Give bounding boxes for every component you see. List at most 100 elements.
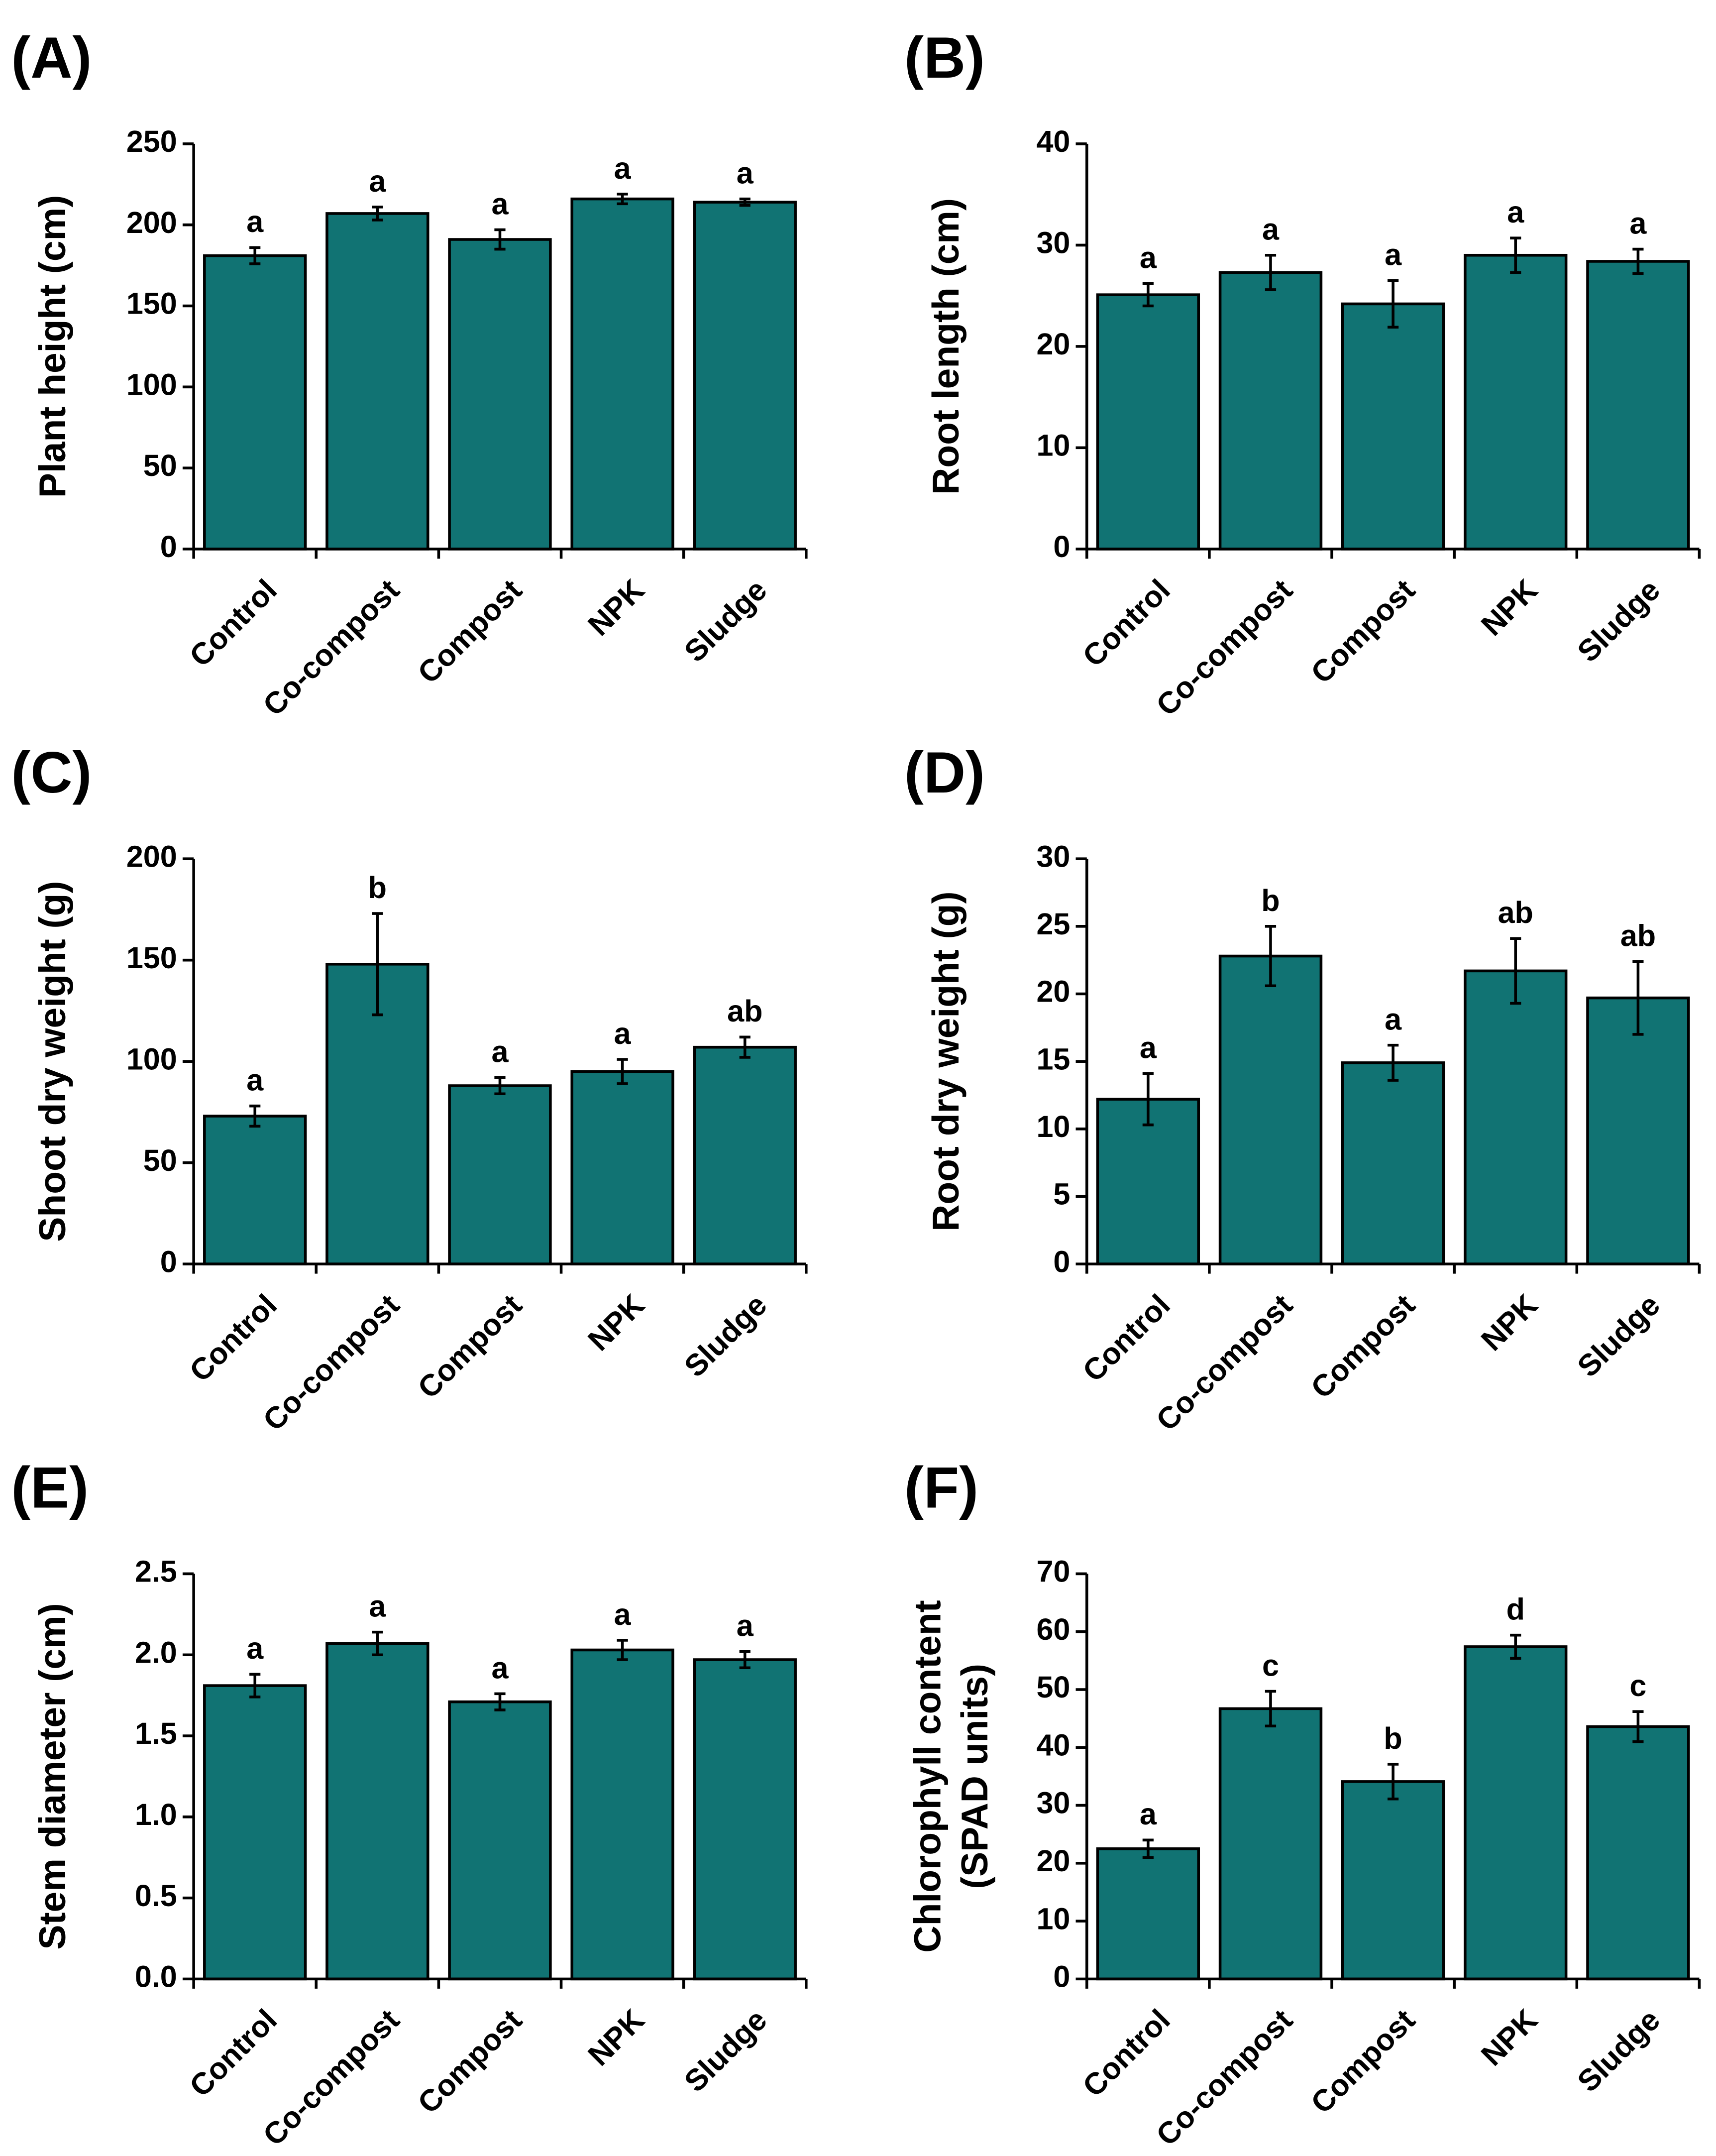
significance-letter: b	[1261, 884, 1280, 917]
y-axis-title: (SPAD units)	[954, 1664, 995, 1889]
error-bar	[1265, 1690, 1277, 1728]
error-bar	[617, 193, 628, 206]
significance-letter: a	[1140, 1030, 1157, 1064]
significance-letter: a	[1262, 213, 1280, 246]
error-bar	[1632, 960, 1644, 1036]
x-tick-label: Sludge	[1571, 2003, 1666, 2098]
x-tick-label: Compost	[411, 1288, 528, 1405]
bar	[448, 1700, 552, 1981]
bar	[325, 1642, 429, 1981]
panel-label: (A)	[11, 25, 92, 90]
y-tick-label: 0	[160, 530, 177, 564]
y-tick-label: 100	[126, 1042, 177, 1076]
error-bar	[739, 197, 751, 207]
significance-letter: a	[246, 1063, 264, 1097]
y-tick-label: 100	[126, 367, 177, 401]
y-axis-title: Shoot dry weight (g)	[31, 881, 73, 1242]
bar	[1218, 1707, 1323, 1981]
error-bar	[1142, 1838, 1154, 1859]
x-tick-label: Control	[183, 573, 283, 674]
significance-letter: a	[1140, 241, 1157, 275]
error-bar	[249, 1104, 261, 1128]
significance-letter: a	[1140, 1797, 1157, 1831]
significance-letter: ab	[1620, 918, 1656, 952]
bar	[1586, 260, 1690, 551]
x-tick-label: Sludge	[678, 1288, 773, 1383]
significance-letter: a	[369, 1589, 386, 1623]
y-tick-label: 200	[126, 206, 177, 239]
error-bar	[1265, 925, 1277, 987]
significance-letter: a	[491, 1035, 509, 1069]
error-bar	[1510, 937, 1521, 1005]
bar	[1464, 969, 1568, 1265]
bar	[570, 1070, 674, 1265]
y-tick-label: 0	[1053, 530, 1070, 564]
x-tick-label: Compost	[411, 2003, 528, 2120]
bar	[1218, 954, 1323, 1265]
y-tick-label: 30	[1036, 226, 1070, 260]
significance-letter: a	[246, 205, 264, 238]
y-tick-label: 10	[1036, 429, 1070, 462]
y-tick-label: 25	[1036, 907, 1070, 941]
panel-label: (B)	[904, 25, 985, 90]
significance-letter: c	[1629, 1669, 1646, 1702]
error-bar	[1387, 1043, 1399, 1082]
bar	[448, 1084, 552, 1265]
y-axis-title: Chlorophyll content	[907, 1600, 949, 1952]
bar	[203, 1115, 307, 1265]
x-tick-label: Control	[1076, 2003, 1177, 2103]
x-tick-label: Sludge	[678, 2003, 773, 2098]
y-tick-label: 1.5	[135, 1716, 177, 1750]
error-bar	[249, 1673, 261, 1699]
y-tick-label: 2.0	[135, 1635, 177, 1669]
x-tick-label: Compost	[1304, 573, 1421, 690]
y-tick-label: 2.5	[135, 1555, 177, 1589]
x-tick-label: Compost	[1304, 1288, 1421, 1405]
significance-letter: a	[614, 151, 632, 185]
x-tick-label: NPK	[581, 1288, 650, 1357]
error-bar	[1265, 253, 1277, 291]
significance-letter: a	[369, 164, 386, 198]
bar	[693, 201, 797, 551]
y-tick-label: 10	[1036, 1110, 1070, 1143]
significance-letter: a	[737, 1609, 754, 1643]
significance-letter: b	[1384, 1721, 1402, 1755]
y-tick-label: 20	[1036, 975, 1070, 1009]
error-bar	[372, 1630, 383, 1657]
panel-label: (C)	[11, 740, 92, 805]
panel-label: (E)	[11, 1455, 89, 1520]
error-bar	[617, 1639, 628, 1661]
y-tick-label: 250	[126, 124, 177, 158]
bar	[325, 212, 429, 551]
error-bar	[494, 1076, 506, 1096]
bar	[1586, 996, 1690, 1265]
error-bar	[739, 1650, 751, 1670]
significance-letter: a	[1629, 206, 1647, 240]
error-bar	[739, 1035, 751, 1059]
y-tick-label: 5	[1053, 1177, 1070, 1211]
significance-letter: a	[491, 187, 509, 221]
error-bar	[1632, 247, 1644, 275]
y-tick-label: 40	[1036, 1728, 1070, 1762]
y-tick-label: 0	[1053, 1960, 1070, 1994]
bar	[1218, 271, 1323, 551]
panel-label: (D)	[904, 740, 985, 805]
x-tick-label: Compost	[1304, 2003, 1421, 2120]
y-tick-label: 200	[126, 839, 177, 873]
x-tick-label: NPK	[1475, 2003, 1544, 2072]
x-tick-label: NPK	[1475, 1288, 1544, 1357]
significance-letter: a	[737, 156, 754, 190]
y-tick-label: 60	[1036, 1612, 1070, 1646]
significance-letter: b	[368, 871, 387, 905]
error-bar	[249, 246, 261, 265]
y-tick-label: 20	[1036, 327, 1070, 361]
y-axis-title: Plant height (cm)	[31, 195, 73, 498]
significance-letter: ab	[1498, 896, 1533, 929]
x-tick-label: Compost	[411, 573, 528, 690]
bar	[1341, 1780, 1445, 1981]
y-tick-label: 15	[1036, 1042, 1070, 1076]
significance-letter: d	[1506, 1592, 1525, 1626]
bar	[570, 1648, 674, 1981]
y-axis-title: Root length (cm)	[925, 198, 966, 495]
x-tick-label: Control	[1076, 573, 1177, 674]
